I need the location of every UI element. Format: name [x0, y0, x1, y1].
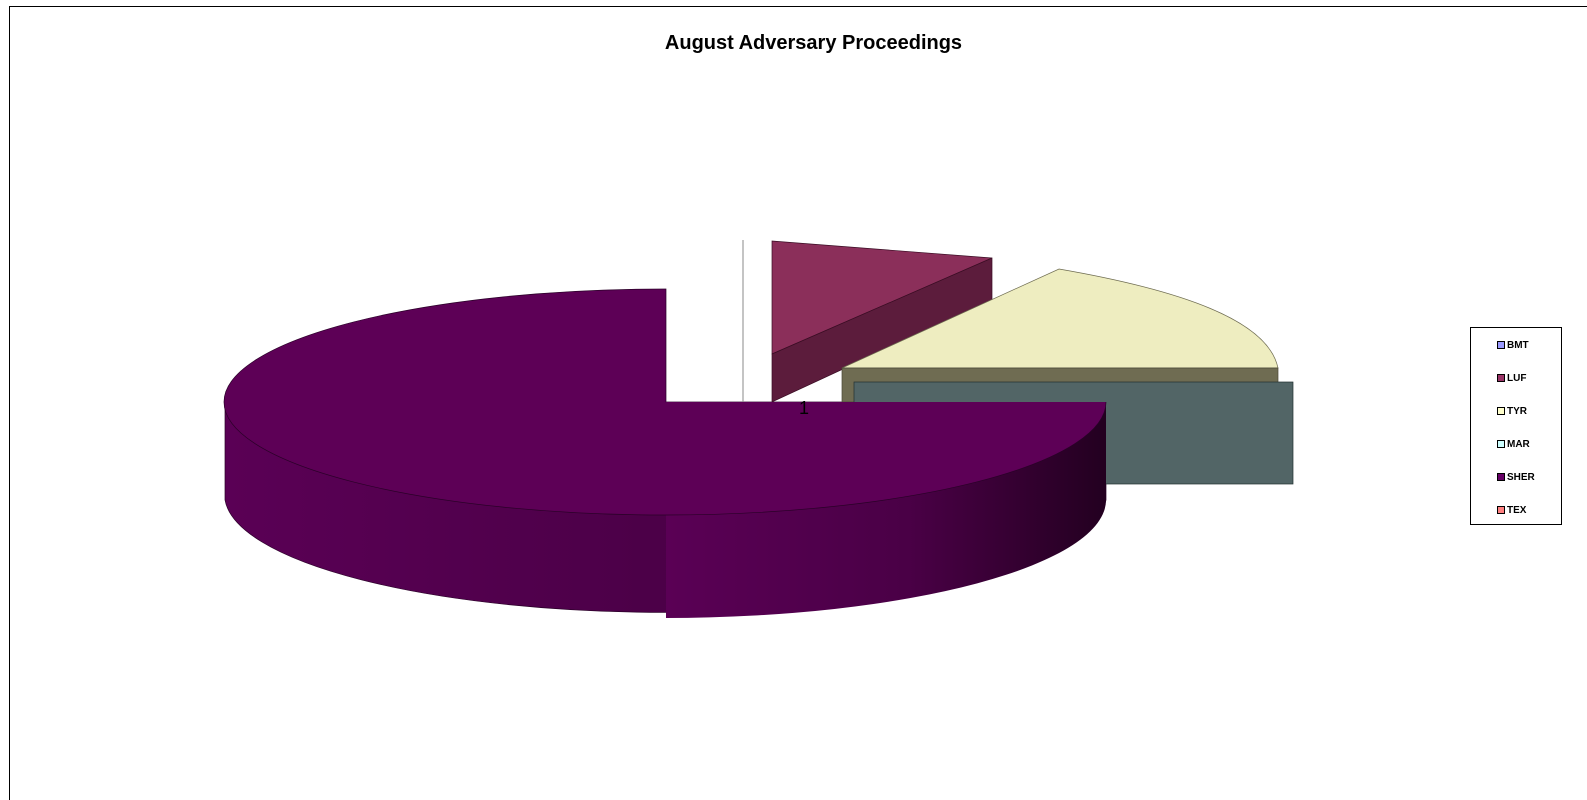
legend-item-sher: SHER	[1497, 470, 1535, 484]
legend-item-tyr: TYR	[1497, 404, 1527, 418]
legend-swatch	[1497, 341, 1505, 349]
legend-swatch	[1497, 374, 1505, 382]
legend-item-mar: MAR	[1497, 437, 1530, 451]
legend-item-luf: LUF	[1497, 371, 1526, 385]
legend-label: MAR	[1507, 438, 1530, 450]
legend-swatch	[1497, 506, 1505, 514]
legend-label: LUF	[1507, 372, 1527, 384]
legend-label: BMT	[1507, 339, 1529, 351]
pie-slice-sher-side	[666, 402, 1106, 618]
legend-label: SHER	[1507, 471, 1535, 483]
legend-label: TYR	[1507, 405, 1527, 417]
legend-swatch	[1497, 440, 1505, 448]
legend-swatch	[1497, 473, 1505, 481]
category-label: 1	[799, 398, 809, 418]
legend-label: TEX	[1507, 504, 1527, 516]
legend-item-tex: TEX	[1497, 503, 1526, 517]
pie-slice-sher-front	[666, 402, 1106, 515]
legend-item-bmt: BMT	[1497, 338, 1529, 352]
legend: BMT LUF TYR MAR SHER TEX	[1470, 327, 1562, 525]
chart-title: August Adversary Proceedings	[664, 32, 963, 54]
chart-frame	[9, 6, 1587, 800]
legend-swatch	[1497, 407, 1505, 415]
